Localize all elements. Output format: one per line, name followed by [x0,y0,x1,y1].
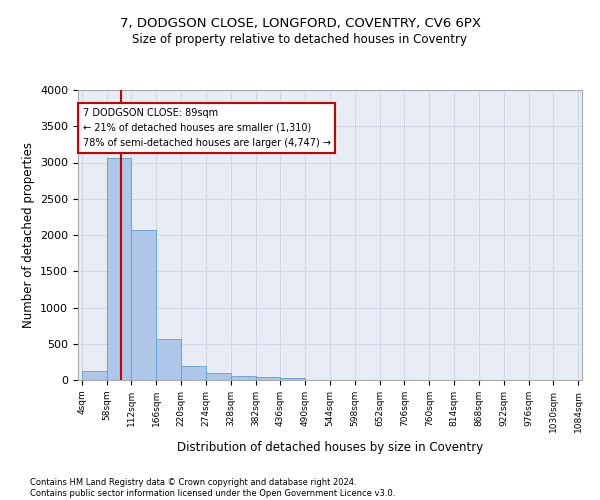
Bar [256,377,280,380]
Bar [206,374,230,380]
Text: 7 DODGSON CLOSE: 89sqm
← 21% of detached houses are smaller (1,310)
78% of semi-: 7 DODGSON CLOSE: 89sqm ← 21% of detached… [83,108,331,148]
Bar [107,158,131,380]
Text: Contains HM Land Registry data © Crown copyright and database right 2024.
Contai: Contains HM Land Registry data © Crown c… [30,478,395,498]
Text: Distribution of detached houses by size in Coventry: Distribution of detached houses by size … [177,441,483,454]
Y-axis label: Number of detached properties: Number of detached properties [22,142,35,328]
Text: Size of property relative to detached houses in Coventry: Size of property relative to detached ho… [133,32,467,46]
Bar [280,378,305,380]
Bar [156,340,181,380]
Bar [131,230,156,380]
Bar [230,376,256,380]
Bar [82,370,107,380]
Bar [181,366,206,380]
Text: 7, DODGSON CLOSE, LONGFORD, COVENTRY, CV6 6PX: 7, DODGSON CLOSE, LONGFORD, COVENTRY, CV… [119,18,481,30]
